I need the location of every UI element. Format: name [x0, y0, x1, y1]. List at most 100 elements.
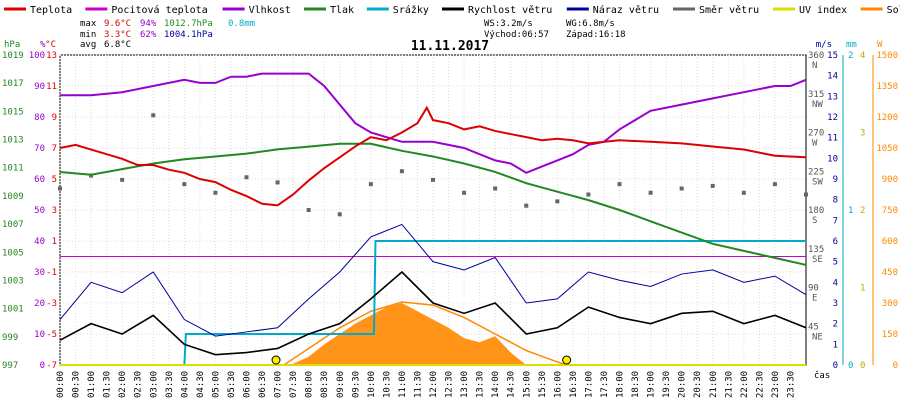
axis-pct-tick: 100: [29, 51, 45, 61]
x-tick-label: 12:00: [429, 371, 439, 398]
axis-ms-tick: 10: [827, 154, 838, 164]
x-tick-label: 04:30: [196, 371, 206, 398]
axis-ms-unit: m/s: [816, 40, 832, 50]
x-tick-label: 22:00: [740, 371, 750, 398]
axis-dir-deg: 270: [808, 129, 824, 139]
stat-sunset: Západ:16:18: [566, 30, 626, 40]
axis-ms-tick: 7: [833, 216, 838, 226]
series-pressure: [59, 142, 807, 266]
axis-pct-tick: 40: [34, 237, 45, 247]
axis-dir-name: SW: [812, 177, 823, 187]
wind-dir-point: [741, 190, 746, 195]
axis-mm-tick: 0: [848, 361, 853, 371]
wind-dir-point: [337, 212, 342, 217]
x-tick-label: 09:30: [351, 371, 361, 398]
stat-max-temp: 9.6°C: [104, 19, 131, 29]
axis-ms-tick: 8: [833, 196, 838, 206]
axis-ms-tick: 14: [827, 72, 838, 82]
axis-pct-tick: 60: [34, 175, 45, 185]
legend-label-3: Tlak: [330, 5, 354, 16]
axis-ms-tick: 6: [833, 237, 838, 247]
stat-avg-temp: 6.8°C: [104, 40, 131, 50]
legend-label-2: Vlhkost: [249, 5, 291, 16]
axis-w-tick: 750: [882, 206, 898, 216]
axis-dir-deg: 45: [808, 322, 819, 332]
x-tick-label: 08:30: [320, 371, 330, 398]
x-tick-label: 17:30: [600, 371, 610, 398]
axis-hpa-tick: 1019: [2, 51, 24, 61]
x-tick-label: 03:30: [165, 371, 175, 398]
axis-degc-tick: 11: [46, 82, 57, 92]
x-tick-label: 05:30: [227, 371, 237, 398]
axis-degc-tick: -3: [46, 299, 57, 309]
axis-dir-deg: 360: [808, 51, 824, 61]
axis-hpa-tick: 1013: [2, 136, 24, 146]
axis-dir-name: W: [812, 139, 818, 149]
stat-rain-total: 0.8mm: [228, 19, 255, 29]
x-tick-label: 09:00: [336, 371, 346, 398]
x-tick-label: 15:30: [538, 371, 548, 398]
axis-w-tick: 1350: [876, 82, 898, 92]
wind-dir-point: [120, 177, 125, 182]
axis-degc-tick: 5: [52, 175, 57, 185]
x-tick-label: 11:00: [398, 371, 408, 398]
axis-dir-name: SE: [812, 255, 823, 265]
series-wind-gust: [59, 223, 807, 337]
axis-degc-tick: 13: [46, 51, 57, 61]
axis-uv-tick: 3: [860, 129, 865, 139]
x-tick-label: 23:30: [786, 371, 796, 398]
wind-dir-point: [151, 113, 156, 118]
wind-dir-point: [524, 203, 529, 208]
wind-dir-point: [555, 199, 560, 204]
axis-w-tick: 0: [893, 361, 898, 371]
x-tick-label: 06:30: [258, 371, 268, 398]
legend-label-1: Pocitová teplota: [111, 4, 207, 16]
axis-pct-tick: 30: [34, 268, 45, 278]
x-tick-label: 13:30: [476, 371, 486, 398]
x-tick-label: 17:00: [584, 371, 594, 398]
stats-block: max 9.6°C 94% 1012.7hPa 0.8mm min 3.3°C 62% 1004…: [80, 19, 626, 50]
series-humidity: [60, 72, 807, 174]
stat-ws: WS:3.2m/s: [484, 19, 533, 29]
legend-label-5: Rychlost větru: [468, 4, 552, 16]
x-tick-label: 07:00: [274, 371, 284, 398]
wind-dir-point: [306, 208, 311, 212]
axis-pct-tick: 90: [34, 82, 45, 92]
x-tick-label: 06:00: [243, 371, 253, 398]
axis-pct-tick: 70: [34, 144, 45, 154]
axis-dir-name: NW: [812, 100, 823, 110]
axis-ms-tick: 12: [827, 113, 838, 123]
axis-w-tick: 900: [882, 175, 898, 185]
axis-hpa-tick: 999: [2, 333, 18, 343]
wind-dir-point: [244, 175, 249, 180]
x-tick-label: 22:30: [755, 371, 765, 398]
axis-ms-tick: 3: [833, 299, 838, 309]
x-tick-label: 16:00: [553, 371, 563, 398]
axis-ms-tick: 15: [827, 51, 838, 61]
axis-hpa-tick: 1001: [2, 305, 24, 315]
stat-max-hum: 94%: [140, 19, 157, 29]
x-tick-label: 00:30: [72, 371, 82, 398]
axis-w-tick: 1050: [876, 144, 898, 154]
axis-degc-tick: 3: [52, 206, 57, 216]
stat-max-press: 1012.7hPa: [164, 19, 213, 29]
series-wind-speed: [59, 270, 807, 356]
axis-hpa-tick: 1009: [2, 192, 24, 202]
legend-label-4: Srážky: [393, 4, 429, 16]
wind-dir-point: [493, 186, 498, 191]
axis-degc-tick: 1: [52, 237, 57, 247]
axis-hpa-tick: 1007: [2, 220, 24, 230]
axis-mm-unit: mm: [846, 40, 857, 50]
wind-dir-point: [182, 182, 187, 187]
series-temperature: [59, 105, 807, 207]
axis-ms-tick: 13: [827, 92, 838, 102]
legend-label-9: Solar: [887, 5, 900, 16]
x-tick-label: 15:00: [522, 371, 532, 398]
x-tick-label: 16:30: [569, 371, 579, 398]
axis-pct-unit: %: [40, 40, 46, 50]
x-tick-label: 05:00: [211, 371, 221, 398]
axis-dir-name: N: [812, 61, 817, 71]
stat-avg-label: avg: [80, 40, 96, 50]
wind-dir-point: [462, 190, 467, 195]
